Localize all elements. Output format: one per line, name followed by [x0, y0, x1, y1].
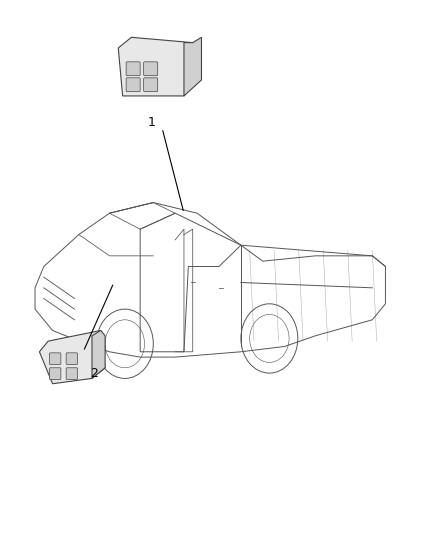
Text: 1: 1 — [147, 116, 155, 129]
FancyBboxPatch shape — [126, 62, 140, 76]
FancyBboxPatch shape — [66, 353, 78, 365]
FancyBboxPatch shape — [49, 353, 61, 365]
FancyBboxPatch shape — [144, 62, 158, 76]
FancyBboxPatch shape — [49, 368, 61, 379]
Polygon shape — [39, 330, 105, 384]
FancyBboxPatch shape — [126, 78, 140, 92]
Polygon shape — [184, 37, 201, 96]
Polygon shape — [118, 37, 193, 96]
FancyBboxPatch shape — [144, 78, 158, 92]
FancyBboxPatch shape — [66, 368, 78, 379]
Polygon shape — [92, 330, 105, 378]
Text: 2: 2 — [90, 367, 98, 379]
